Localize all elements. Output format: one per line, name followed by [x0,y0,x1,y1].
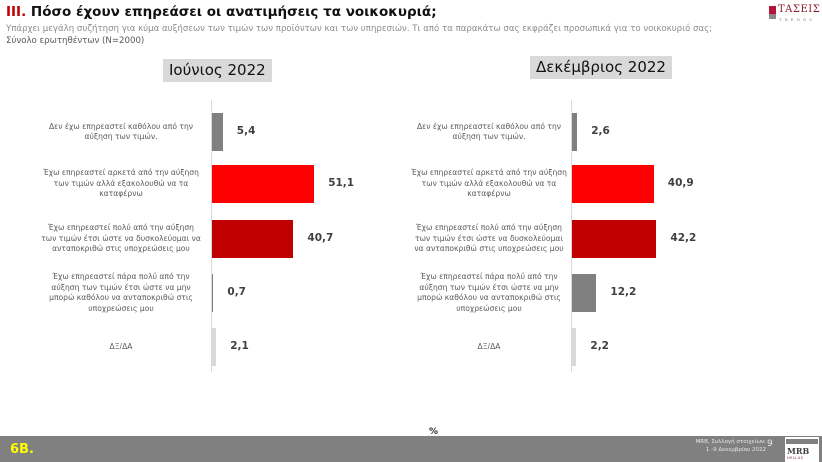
source-line-2: 1 -9 Δεκεμβρίου 2022 [705,447,766,453]
mrb-logo: MRB HELLAS [785,437,819,462]
category-label: Έχω επηρεαστεί πάρα πολύ από την αύξηση … [49,272,193,313]
footer-bar [0,436,822,462]
logo-subword: TRENDS [779,17,816,22]
category-label: Έχω επηρεαστεί αρκετά από την αύξηση των… [411,168,567,199]
bar [212,328,217,366]
value-label: 5,4 [236,125,256,137]
value-label: 2,2 [590,340,609,352]
value-label: 40,7 [307,232,334,244]
bar [572,165,654,203]
slide-title: III. Πόσο έχουν επηρεάσει οι ανατιμήσεις… [6,4,437,20]
question-text: Υπάρχει μεγάλη συζήτηση για κύμα αυξήσεω… [6,24,713,34]
logo-mark-icon-lower [769,14,776,19]
sample-base: Σύνολο ερωτηθέντων (N=2000) [6,36,145,46]
title-text: Πόσο έχουν επηρεάσει οι ανατιμήσεις τα ν… [26,4,437,20]
logo-word: ΤΑΣΕΙΣ [778,4,821,15]
category-label: Έχω επηρεαστεί πολύ από την αύξηση των τ… [41,223,201,254]
value-label: 40,9 [667,177,694,189]
value-label: 12,2 [610,286,637,298]
bar [572,274,597,312]
mrb-logo-sub: HELLAS [787,456,804,460]
bar [572,328,577,366]
category-label: Έχω επηρεαστεί πάρα πολύ από την αύξηση … [417,272,561,313]
category-label: Έχω επηρεαστεί αρκετά από την αύξηση των… [43,168,199,199]
chart-axis-line [211,100,212,372]
source-note: MRB, Συλλογή στοιχείων: 1 -9 Δεκεμβρίου … [650,438,766,454]
bar [212,220,294,258]
taseis-logo: ΤΑΣΕΙΣ TRENDS [769,4,821,24]
chart-december-2022: Δεν έχω επηρεαστεί καθόλου από την αύξησ… [390,100,720,372]
mrb-logo-text: MRB [787,446,810,456]
value-label: 0,7 [227,286,246,298]
chart-axis-line [571,100,572,372]
category-label: Έχω επηρεαστεί πολύ από την αύξηση των τ… [414,223,564,254]
unit-label: % [429,427,439,437]
mrb-logo-bar-icon [786,439,818,444]
logo-mark-icon [769,6,776,18]
category-label: Δεν έχω επηρεαστεί καθόλου από την αύξησ… [416,121,562,142]
title-number: III. [6,4,27,20]
category-label: ΔΞ/ΔΑ [109,341,133,351]
value-label: 2,1 [230,340,249,352]
bar [212,274,214,312]
value-label: 42,2 [670,232,697,244]
bar [212,113,223,151]
period-label-december: Δεκέμβριος 2022 [530,56,672,79]
source-line-1: MRB, Συλλογή στοιχείων: [695,439,766,445]
chart-june-2022: Δεν έχω επηρεαστεί καθόλου από την αύξησ… [0,100,390,372]
category-label: Δεν έχω επηρεαστεί καθόλου από την αύξησ… [48,121,194,142]
category-label: ΔΞ/ΔΑ [477,341,501,351]
bar [212,165,315,203]
period-label-june: Ιούνιος 2022 [163,59,272,82]
bar [572,113,578,151]
value-label: 51,1 [328,177,355,189]
value-label: 2,6 [591,125,610,137]
page-number: 9 [767,439,773,449]
bar [572,220,657,258]
slide-code: 6B. [10,442,34,457]
